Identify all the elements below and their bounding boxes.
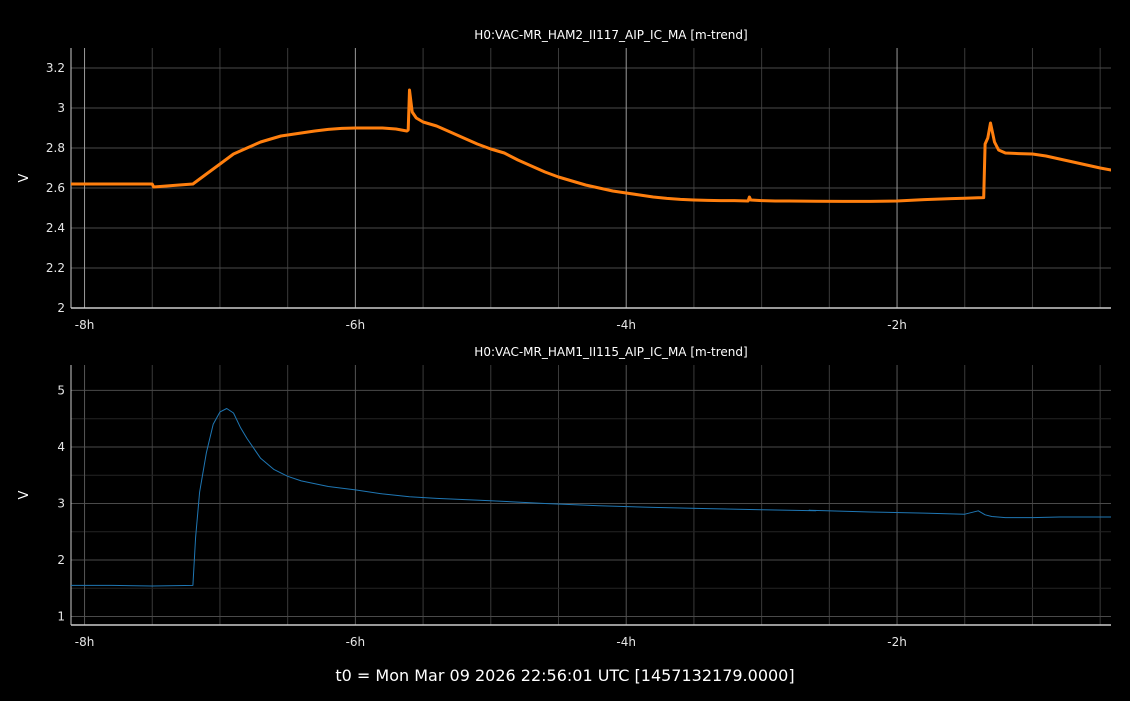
x-tick-label: -6h [346,318,366,332]
y-tick-label: 1 [57,610,65,624]
y-axis-label: V [17,173,32,182]
x-tick-label: -8h [75,635,95,649]
plot-title: H0:VAC-MR_HAM1_II115_AIP_IC_MA [m-trend] [474,345,747,359]
y-axis-label: V [17,490,32,499]
series-line [71,88,1111,203]
x-tick-label: -2h [887,635,907,649]
y-tick-label: 2.6 [46,181,65,195]
x-tick-label: -4h [616,635,636,649]
y-tick-label: 3 [57,496,65,510]
plot-panel-2: 1 2 3 4 5 -8h -6h -4h -2h H0:VAC-MR_HAM1_II115_AI… [17,345,1111,649]
y-tick-label: 2.4 [46,221,65,235]
y-tick-label: 3.2 [46,61,65,75]
y-tick-label: 2 [57,301,65,315]
plot-panel-1: 2 2.2 2.4 2.6 2.8 3 3.2 -8h -6h -4h -2h H0:VAC-MR_H… [17,28,1111,332]
y-tick-label: 2.8 [46,141,65,155]
x-tick-label: -4h [616,318,636,332]
x-tick-label: -8h [75,318,95,332]
t0-label: t0 = Mon Mar 09 2026 22:56:01 UTC [14571… [335,666,795,685]
y-tick-label: 2.2 [46,261,65,275]
plot-title: H0:VAC-MR_HAM2_II117_AIP_IC_MA [m-trend] [474,28,747,42]
y-tick-label: 3 [57,101,65,115]
x-tick-label: -6h [346,635,366,649]
y-tick-label: 5 [57,383,65,397]
y-tick-label: 4 [57,440,65,454]
y-tick-label: 2 [57,553,65,567]
series-line [71,408,1111,587]
x-tick-label: -2h [887,318,907,332]
